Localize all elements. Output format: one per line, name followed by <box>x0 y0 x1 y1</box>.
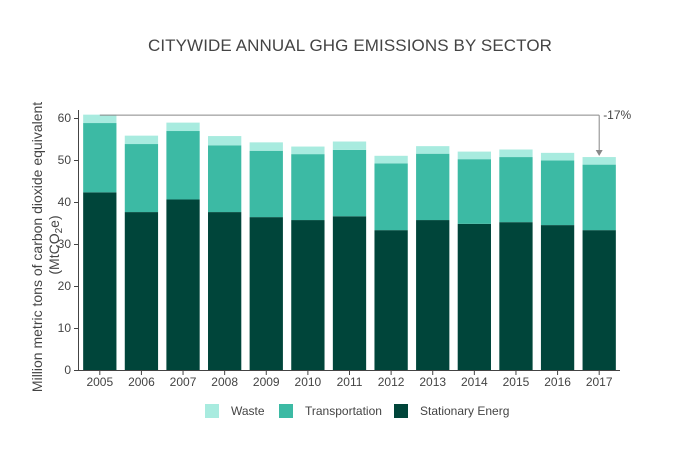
bar-stationary-2014[interactable] <box>457 223 491 370</box>
legend-label-stationary-energy: Stationary Energ <box>420 404 510 418</box>
bar-stack-2009 <box>249 142 283 370</box>
bar-transportation-2008[interactable] <box>208 145 242 213</box>
annotation-arrowhead-icon <box>595 150 603 157</box>
bar-stack-2014 <box>457 151 491 370</box>
y-axis-label-subscript: 2 <box>54 227 65 233</box>
x-tick-label-2013: 2013 <box>419 375 446 389</box>
bar-transportation-2006[interactable] <box>124 144 159 213</box>
bar-stack-2006 <box>124 135 159 370</box>
bar-stack-2016 <box>540 152 575 370</box>
x-tick-label-2017: 2017 <box>586 375 613 389</box>
x-tick-label-2008: 2008 <box>211 375 238 389</box>
bar-transportation-2009[interactable] <box>249 150 283 218</box>
x-tick-label-2005: 2005 <box>86 375 113 389</box>
bar-stack-2010 <box>291 146 325 370</box>
bar-stationary-2005[interactable] <box>83 192 117 370</box>
annotation-layer: -17% <box>99 108 632 157</box>
bar-waste-2012[interactable] <box>374 155 408 164</box>
bar-waste-2006[interactable] <box>124 135 159 145</box>
bar-transportation-2014[interactable] <box>457 159 491 224</box>
bar-stack-2015 <box>499 149 533 370</box>
bar-waste-2016[interactable] <box>540 152 575 161</box>
chart-title: CITYWIDE ANNUAL GHG EMISSIONS BY SECTOR <box>147 36 553 55</box>
x-tick-label-2011: 2011 <box>337 375 363 389</box>
annotation-label: -17% <box>603 108 631 122</box>
bar-stationary-2006[interactable] <box>124 212 159 370</box>
bar-stack-2011 <box>332 141 367 370</box>
bar-stationary-2017[interactable] <box>582 230 616 370</box>
bar-transportation-2016[interactable] <box>540 160 575 226</box>
bar-waste-2015[interactable] <box>499 149 533 158</box>
bar-stationary-2007[interactable] <box>166 199 200 370</box>
y-tick-label-60: 60 <box>58 111 72 125</box>
legend-swatch-transportation <box>279 404 293 418</box>
bar-stationary-2009[interactable] <box>249 217 283 370</box>
y-axis-label-line2-end: e) <box>46 215 62 227</box>
legend-label-transportation: Transportation <box>305 404 382 418</box>
stacked-bar-chart: -17% 0 10 20 30 40 50 60 2005 2006 2007 2008 2009 20… <box>29 98 632 392</box>
bar-transportation-2007[interactable] <box>166 131 200 200</box>
bar-stationary-2012[interactable] <box>374 230 408 370</box>
bar-waste-2013[interactable] <box>416 146 450 154</box>
bar-waste-2017[interactable] <box>582 157 616 165</box>
bar-waste-2014[interactable] <box>457 151 491 160</box>
bar-stationary-2011[interactable] <box>332 216 367 370</box>
legend-label-waste: Waste <box>231 404 265 418</box>
bar-transportation-2010[interactable] <box>291 154 325 221</box>
bar-transportation-2017[interactable] <box>582 164 616 231</box>
legend-swatch-waste <box>205 404 219 418</box>
x-tick-label-2010: 2010 <box>295 375 322 389</box>
bar-transportation-2013[interactable] <box>416 153 450 221</box>
x-tick-label-2015: 2015 <box>503 375 530 389</box>
bar-stack-2008 <box>208 136 242 370</box>
bar-stack-2007 <box>166 122 200 370</box>
bar-stack-2012 <box>374 155 408 370</box>
x-tick-label-2014: 2014 <box>461 375 488 389</box>
bar-stack-2005 <box>83 114 117 370</box>
y-tick-label-40: 40 <box>58 195 72 209</box>
bar-waste-2007[interactable] <box>166 122 200 132</box>
bar-waste-2005[interactable] <box>83 114 117 124</box>
y-axis-label: Million metric tons of carbon dioxide eq… <box>29 98 65 392</box>
x-tick-label-2009: 2009 <box>253 375 280 389</box>
bar-stationary-2013[interactable] <box>416 220 450 370</box>
bar-stationary-2008[interactable] <box>208 212 242 370</box>
y-tick-label-30: 30 <box>58 237 72 251</box>
axis-layer: 0 10 20 30 40 50 60 2005 2006 2007 2008 2009 2010 201… <box>58 110 620 389</box>
bar-stationary-2015[interactable] <box>499 222 533 370</box>
y-tick-label-50: 50 <box>58 153 72 167</box>
bar-transportation-2005[interactable] <box>83 123 117 193</box>
bar-waste-2008[interactable] <box>208 136 242 146</box>
bar-transportation-2012[interactable] <box>374 163 408 231</box>
bar-stack-2017 <box>582 157 616 370</box>
bars-layer <box>83 114 616 370</box>
x-tick-label-2016: 2016 <box>544 375 571 389</box>
bar-waste-2010[interactable] <box>291 146 325 155</box>
bar-waste-2009[interactable] <box>249 142 283 151</box>
x-tick-label-2007: 2007 <box>170 375 197 389</box>
bar-stationary-2016[interactable] <box>540 225 575 370</box>
y-tick-label-20: 20 <box>58 279 72 293</box>
x-tick-label-2012: 2012 <box>378 375 405 389</box>
y-tick-label-0: 0 <box>64 363 71 377</box>
y-axis-label-line1: Million metric tons of carbon dioxide eq… <box>29 102 45 392</box>
bar-stationary-2010[interactable] <box>291 220 325 370</box>
bar-transportation-2015[interactable] <box>499 157 533 223</box>
bar-transportation-2011[interactable] <box>332 149 367 217</box>
bar-waste-2011[interactable] <box>332 141 367 150</box>
y-axis-label-line2: (MtCO <box>46 233 62 274</box>
bar-stack-2013 <box>416 146 450 370</box>
x-tick-label-2006: 2006 <box>128 375 155 389</box>
y-tick-label-10: 10 <box>58 321 72 335</box>
legend-swatch-stationary-energy <box>394 404 408 418</box>
